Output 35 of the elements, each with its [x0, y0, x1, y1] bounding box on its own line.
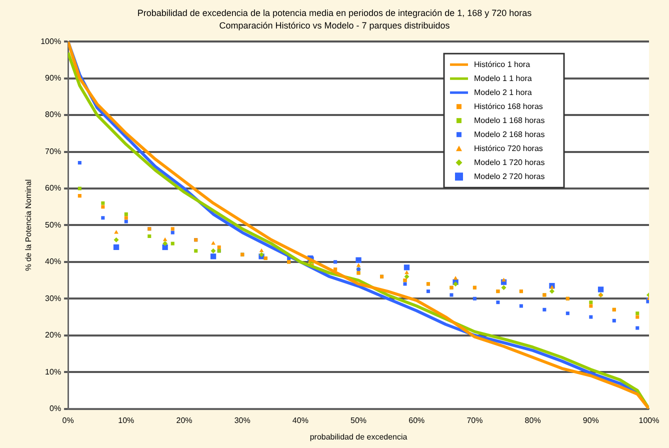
y-tick-label: 60%: [45, 184, 62, 193]
chart-title: Probabilidad de excedencia de la potencia media en periodos de integración de 1, 168 y 720 horas: [137, 8, 532, 18]
x-tick-label: 70%: [466, 416, 483, 425]
y-tick-label: 70%: [45, 146, 62, 156]
y-tick-label: 30%: [45, 294, 62, 303]
y-tick-label: 50%: [45, 220, 62, 230]
x-tick-label: 50%: [350, 416, 367, 425]
y-tick-label: 40%: [45, 257, 62, 266]
y-tick-label: 100%: [40, 36, 62, 46]
x-tick-label: 90%: [582, 416, 599, 425]
legend-label: Modelo 1 720 horas: [474, 158, 545, 167]
y-axis-title: % de la Potencia Nominal: [24, 179, 34, 272]
x-tick-label: 20%: [176, 416, 192, 425]
y-tick-label: 10%: [45, 367, 62, 376]
x-tick-label: 60%: [408, 416, 425, 425]
legend-label: Modelo 2 720 horas: [474, 172, 545, 181]
legend-label: Modelo 2 1 hora: [474, 88, 532, 97]
y-tick-label: 0%: [50, 404, 62, 414]
x-tick-label: 100%: [638, 416, 660, 425]
x-tick-label: 10%: [118, 416, 134, 425]
x-tick-label: 80%: [524, 416, 541, 425]
y-tick-label: 90%: [45, 74, 62, 83]
x-tick-label: 40%: [292, 416, 308, 425]
chart-subtitle: Comparación Histórico vs Modelo - 7 parques distribuidos: [219, 20, 450, 31]
legend-label: Histórico 1 hora: [474, 60, 531, 69]
legend-label: Histórico 168 horas: [474, 102, 543, 111]
x-tick-label: 0%: [62, 416, 74, 425]
y-tick-label: 20%: [45, 330, 62, 340]
legend-label: Histórico 720 horas: [474, 144, 543, 153]
y-tick-label: 80%: [45, 110, 62, 120]
x-tick-label: 30%: [234, 416, 250, 425]
x-axis-title: probabilidad de excedencia: [310, 432, 408, 442]
legend-label: Modelo 1 168 horas: [474, 116, 545, 125]
legend-label: Modelo 1 1 hora: [474, 74, 532, 83]
legend-label: Modelo 2 168 horas: [474, 130, 545, 139]
